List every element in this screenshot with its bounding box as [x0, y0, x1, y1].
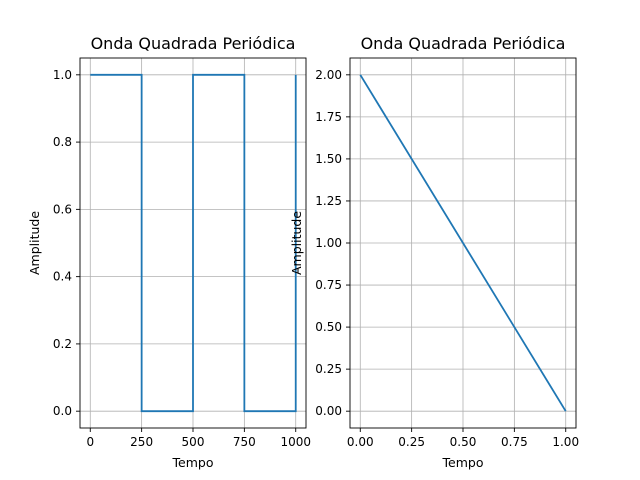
series-line: [359, 74, 567, 412]
x-tick-label: 0: [86, 435, 94, 449]
y-tick-label: 0.75: [315, 278, 342, 292]
y-tick-label: 1.75: [315, 110, 342, 124]
x-tick-label: 1000: [280, 435, 311, 449]
y-tick-label: 2.00: [315, 68, 342, 82]
series-line: [90, 73, 297, 413]
y-tick-label: 0.00: [315, 404, 342, 418]
x-tick-label: 0.50: [450, 435, 477, 449]
x-axis-label: Tempo: [442, 455, 484, 470]
y-tick-label: 0.8: [53, 135, 72, 149]
subplot-square-wave: Onda Quadrada Periódica Tempo Amplitude …: [27, 34, 311, 470]
y-tick-label: 1.00: [315, 236, 342, 250]
grid: [350, 58, 576, 428]
x-tick-label: 750: [233, 435, 256, 449]
x-tick-label: 250: [130, 435, 153, 449]
x-tick-label: 0.00: [347, 435, 374, 449]
y-tick-label: 1.25: [315, 194, 342, 208]
y-tick-label: 0.4: [53, 270, 72, 284]
y-tick-label: 1.50: [315, 152, 342, 166]
y-tick-label: 0.25: [315, 362, 342, 376]
y-tick-label: 0.6: [53, 202, 72, 216]
x-tick-label: 1.00: [552, 435, 579, 449]
x-tick-label: 0.75: [501, 435, 528, 449]
y-tick-label: 0.2: [53, 337, 72, 351]
chart-title: Onda Quadrada Periódica: [91, 34, 296, 53]
chart-title: Onda Quadrada Periódica: [361, 34, 566, 53]
x-tick-label: 0.25: [398, 435, 425, 449]
y-axis-label: Amplitude: [27, 211, 42, 275]
y-tick-label: 0.50: [315, 320, 342, 334]
y-axis-label: Amplitude: [289, 211, 304, 275]
x-axis-label: Tempo: [172, 455, 214, 470]
x-tick-label: 500: [182, 435, 205, 449]
y-tick-label: 0.0: [53, 404, 72, 418]
subplot-linear: Onda Quadrada Periódica Tempo Amplitude …: [289, 34, 579, 470]
y-tick-label: 1.0: [53, 68, 72, 82]
